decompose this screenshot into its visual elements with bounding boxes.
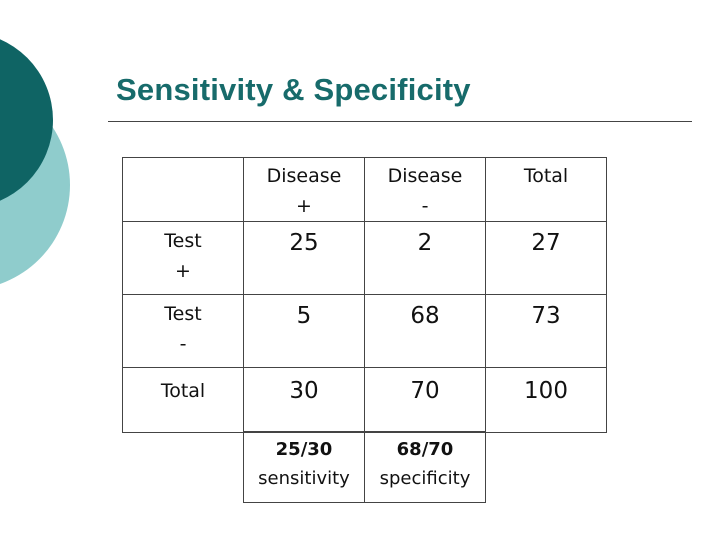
row-label-text: Test <box>164 303 202 325</box>
specificity-label: specificity <box>379 468 471 489</box>
header-total: Total <box>485 157 607 222</box>
header-text: Disease <box>266 165 342 187</box>
cell-value: 5 <box>296 303 312 329</box>
summary-table: 25/30 sensitivity 68/70 specificity <box>243 431 486 503</box>
row-label-text: Test <box>164 230 202 252</box>
cell-value: 25 <box>289 230 319 256</box>
cell-value: 30 <box>289 378 319 404</box>
totals-row: Total 30 70 100 <box>122 367 607 433</box>
row-label-sign: - <box>179 333 187 355</box>
disease-positive-total-cell: 30 <box>243 367 365 433</box>
false-positive-cell: 2 <box>364 221 486 295</box>
cell-value: 70 <box>410 378 440 404</box>
table-row: Test + 25 2 27 <box>122 221 607 295</box>
corner-decoration <box>0 39 70 284</box>
disease-negative-total-cell: 70 <box>364 367 486 433</box>
table-row: Test - 5 68 73 <box>122 294 607 368</box>
test-negative-total-cell: 73 <box>485 294 607 368</box>
summary-row: 25/30 sensitivity 68/70 specificity <box>243 431 486 503</box>
false-negative-cell: 5 <box>243 294 365 368</box>
header-row: Disease + Disease - Total <box>122 157 607 222</box>
row-label-sign: + <box>175 260 191 282</box>
header-text: Disease <box>387 165 463 187</box>
row-label-test-positive: Test + <box>122 221 244 295</box>
row-label-text: Total <box>160 380 206 402</box>
cell-value: 2 <box>417 230 433 256</box>
contingency-table: Disease + Disease - Total Test + 25 <box>122 157 607 433</box>
slide-title: Sensitivity & Specificity <box>116 72 471 107</box>
specificity-cell: 68/70 specificity <box>364 431 486 503</box>
row-label-total: Total <box>122 367 244 433</box>
dark-circle <box>0 39 53 201</box>
test-positive-total-cell: 27 <box>485 221 607 295</box>
grand-total-cell: 100 <box>485 367 607 433</box>
row-label-test-negative: Test - <box>122 294 244 368</box>
title-divider <box>108 121 692 122</box>
header-sign: + <box>296 195 312 217</box>
empty-corner-cell <box>122 157 244 222</box>
true-positive-cell: 25 <box>243 221 365 295</box>
cell-value: 68 <box>410 303 440 329</box>
true-negative-cell: 68 <box>364 294 486 368</box>
cell-value: 27 <box>531 230 561 256</box>
header-disease-positive: Disease + <box>243 157 365 222</box>
header-sign: - <box>421 195 429 217</box>
cell-value: 100 <box>524 378 568 404</box>
header-disease-negative: Disease - <box>364 157 486 222</box>
cell-value: 73 <box>531 303 561 329</box>
sensitivity-fraction: 25/30 <box>275 439 333 460</box>
sensitivity-label: sensitivity <box>258 468 350 489</box>
sensitivity-cell: 25/30 sensitivity <box>243 431 365 503</box>
specificity-fraction: 68/70 <box>396 439 454 460</box>
header-text: Total <box>523 165 569 187</box>
